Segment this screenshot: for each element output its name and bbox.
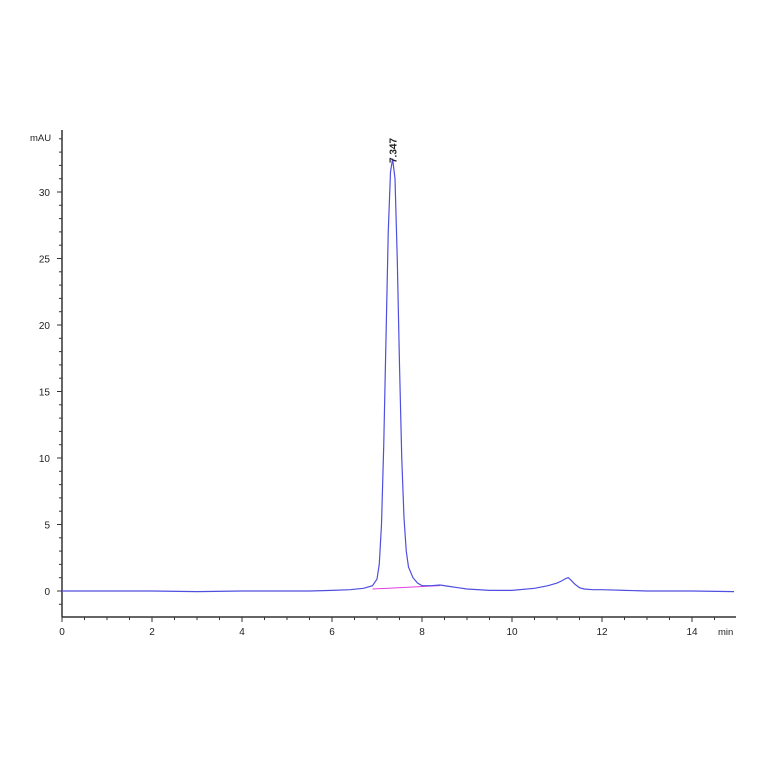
x-tick-label: 0 xyxy=(59,627,65,638)
y-tick-label: 25 xyxy=(39,255,51,266)
y-tick-label: 0 xyxy=(44,587,50,598)
y-tick-label: 15 xyxy=(39,388,51,399)
x-tick-label: 12 xyxy=(596,627,608,638)
annotations: 7.347 xyxy=(389,138,400,163)
x-tick-label: 2 xyxy=(149,627,155,638)
y-ticks: 0 5 10 15 20 25 30 xyxy=(39,138,62,605)
peak-label: 7.347 xyxy=(389,138,400,163)
signal-line xyxy=(62,158,735,593)
y-tick-label: 10 xyxy=(39,454,51,465)
axes xyxy=(61,130,736,618)
x-tick-label: 6 xyxy=(329,627,335,638)
y-tick-label: 20 xyxy=(39,321,51,332)
x-ticks: 0 2 4 6 8 10 12 14 xyxy=(59,617,715,638)
x-tick-label: 10 xyxy=(506,627,518,638)
y-tick-label: 30 xyxy=(39,188,51,199)
x-tick-label: 8 xyxy=(419,627,425,638)
y-tick-label: 5 xyxy=(44,521,50,532)
x-tick-label: 4 xyxy=(239,627,245,638)
x-tick-label: 14 xyxy=(686,627,698,638)
y-axis-label: mAU xyxy=(30,133,51,144)
x-axis-label: min xyxy=(718,627,733,638)
